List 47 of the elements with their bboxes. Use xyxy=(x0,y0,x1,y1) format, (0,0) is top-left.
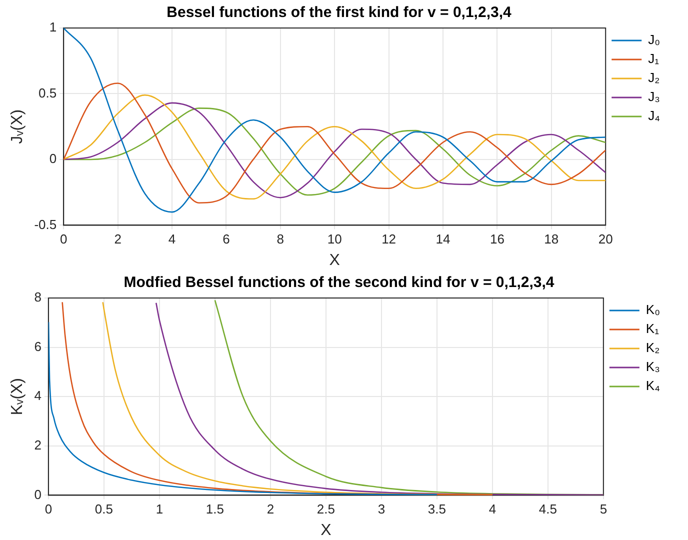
legend-label: J₂ xyxy=(648,70,660,86)
x-tick-label: 16 xyxy=(490,232,504,247)
x-tick-label: 20 xyxy=(598,232,613,247)
legend-label: K₄ xyxy=(646,378,660,394)
x-tick-label: 4 xyxy=(168,232,176,247)
y-tick-label: 0 xyxy=(49,151,57,166)
y-tick-label: 1 xyxy=(49,20,57,35)
x-tick-label: 12 xyxy=(382,232,396,247)
line-series xyxy=(48,322,438,496)
legend-label: K₂ xyxy=(646,340,660,356)
x-tick-label: 2.5 xyxy=(316,502,335,517)
x-tick-label: 0 xyxy=(60,232,68,247)
y-tick-label: 8 xyxy=(34,290,42,305)
x-axis-title: X xyxy=(320,522,332,539)
x-tick-label: 6 xyxy=(222,232,230,247)
x-tick-label: 1 xyxy=(156,502,164,517)
x-tick-label: 4.5 xyxy=(538,502,557,517)
y-tick-label: 0.5 xyxy=(38,85,57,100)
y-tick-label: 6 xyxy=(34,338,42,354)
x-tick-label: 0.5 xyxy=(94,502,113,517)
chart-title: Bessel functions of the first kind for v = 0,1,2,3,4 xyxy=(166,4,512,22)
legend-label: J₁ xyxy=(648,51,660,66)
y-axis-title: Jᵥ(X) xyxy=(9,109,26,144)
x-tick-label: 3 xyxy=(378,502,386,517)
legend-label: K₁ xyxy=(646,321,660,336)
x-tick-label: 18 xyxy=(544,232,559,247)
chart-title: Modfied Bessel functions of the second kind for v = 0,1,2,3,4 xyxy=(124,274,555,292)
x-tick-label: 1.5 xyxy=(206,502,224,517)
y-tick-label: 2 xyxy=(34,437,42,452)
x-tick-label: 5 xyxy=(600,502,608,517)
x-axis-title: X xyxy=(329,252,340,269)
x-tick-label: 4 xyxy=(488,502,496,517)
legend-label: J₄ xyxy=(648,108,660,124)
legend-label: J₃ xyxy=(648,89,660,104)
legend-label: K₃ xyxy=(646,359,660,374)
x-tick-label: 3.5 xyxy=(428,502,446,517)
x-tick-label: 10 xyxy=(327,232,342,247)
legend-label: J₀ xyxy=(648,32,660,48)
y-axis-title: Kᵥ(X) xyxy=(9,378,26,416)
x-tick-label: 8 xyxy=(276,232,284,247)
y-tick-label: 4 xyxy=(34,388,42,404)
x-tick-label: 2 xyxy=(266,502,274,517)
x-tick-label: 14 xyxy=(436,232,450,247)
x-tick-label: 2 xyxy=(114,232,122,247)
y-tick-label: -0.5 xyxy=(34,216,57,232)
legend-label: K₀ xyxy=(646,302,660,318)
y-tick-label: 0 xyxy=(34,486,42,502)
